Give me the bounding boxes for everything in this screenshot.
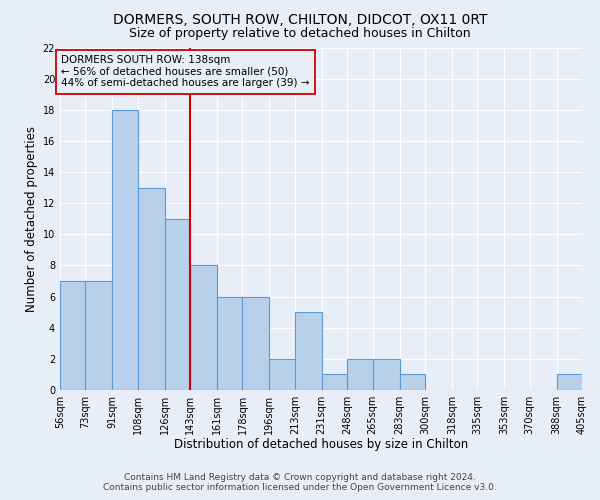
Text: DORMERS SOUTH ROW: 138sqm
← 56% of detached houses are smaller (50)
44% of semi-: DORMERS SOUTH ROW: 138sqm ← 56% of detac… <box>61 56 310 88</box>
Bar <box>269 359 295 390</box>
Bar <box>373 359 400 390</box>
Bar <box>217 296 242 390</box>
Bar <box>242 296 269 390</box>
Bar <box>85 281 112 390</box>
Text: Size of property relative to detached houses in Chilton: Size of property relative to detached ho… <box>129 28 471 40</box>
Bar <box>60 281 85 390</box>
Text: DORMERS, SOUTH ROW, CHILTON, DIDCOT, OX11 0RT: DORMERS, SOUTH ROW, CHILTON, DIDCOT, OX1… <box>113 12 487 26</box>
Bar <box>164 219 190 390</box>
Text: Contains HM Land Registry data © Crown copyright and database right 2024.
Contai: Contains HM Land Registry data © Crown c… <box>103 473 497 492</box>
Bar <box>112 110 138 390</box>
Bar <box>190 266 217 390</box>
Bar <box>138 188 164 390</box>
Bar <box>557 374 582 390</box>
Bar <box>322 374 347 390</box>
Y-axis label: Number of detached properties: Number of detached properties <box>25 126 38 312</box>
Bar <box>347 359 373 390</box>
Bar <box>295 312 322 390</box>
X-axis label: Distribution of detached houses by size in Chilton: Distribution of detached houses by size … <box>174 438 468 452</box>
Bar <box>400 374 425 390</box>
